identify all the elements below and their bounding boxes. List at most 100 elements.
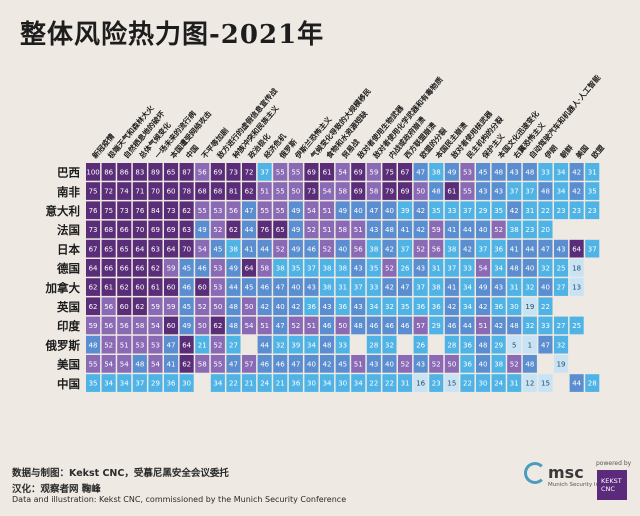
heatmap-cell: 62	[179, 355, 194, 373]
heatmap-cell: 22	[366, 374, 381, 392]
heatmap-cell: 48	[476, 335, 491, 354]
heatmap-cell: 62	[86, 297, 101, 316]
heatmap-cell-value: 78	[182, 188, 191, 196]
heatmap-cell-value: 43	[369, 360, 378, 368]
heatmap-cell-value: 47	[401, 284, 410, 292]
heatmap-cell-fill	[195, 239, 210, 258]
heatmap-cell-fill	[117, 220, 132, 239]
heatmap-cell-value: 48	[494, 168, 503, 176]
heatmap-cell-value: 22	[463, 380, 472, 388]
heatmap-cell-value: 42	[385, 284, 394, 292]
heatmap-cell-fill	[460, 163, 475, 181]
heatmap-cell-fill	[554, 239, 569, 258]
heatmap-cell-value: 54	[151, 322, 160, 330]
heatmap-cell: 47	[538, 335, 553, 354]
heatmap-cell-fill	[585, 297, 600, 316]
heatmap-cell: 28	[444, 335, 459, 354]
heatmap-cell-fill	[242, 374, 257, 392]
heatmap-cell: 48	[132, 355, 147, 373]
heatmap-cell-fill	[382, 278, 397, 296]
heatmap-cell: 48	[507, 259, 522, 277]
heatmap-cell-fill	[522, 182, 537, 200]
heatmap-cell: 50	[288, 182, 303, 200]
heatmap-cell-fill	[320, 182, 335, 200]
heatmap-cell-value: 48	[510, 264, 519, 272]
heatmap-cell-value: 45	[338, 360, 347, 368]
heatmap-cell: 42	[413, 201, 428, 220]
heatmap-cell: 34	[366, 297, 381, 316]
heatmap-cell-value: 66	[120, 226, 129, 234]
heatmap-cell: 22	[460, 374, 475, 392]
heatmap-cell-fill	[164, 201, 179, 220]
heatmap-cell-value: 46	[198, 264, 207, 272]
heatmap-cell-value: 33	[541, 322, 550, 330]
heatmap-cell-value: 65	[120, 245, 129, 253]
data-credit-english: Data and illustration: Kekst CNC, commis…	[12, 495, 347, 504]
heatmap-cell-value: 53	[151, 341, 160, 349]
heatmap-cell-fill	[304, 239, 319, 258]
heatmap-cell-value: 5	[512, 341, 516, 349]
heatmap-cell-value: 33	[369, 284, 378, 292]
heatmap-cell-value: 40	[479, 360, 488, 368]
heatmap-cell: 49	[476, 278, 491, 296]
heatmap-cell-fill	[320, 297, 335, 316]
heatmap-cell-fill	[382, 259, 397, 277]
row-label: 德国	[56, 262, 80, 276]
heatmap-cell: 55	[257, 201, 272, 220]
heatmap-cell-value: 43	[369, 226, 378, 234]
heatmap-cell: 34	[554, 163, 569, 181]
heatmap-cell-value: 34	[354, 380, 363, 388]
heatmap-cell-fill	[491, 201, 506, 220]
heatmap-cell-value: 48	[525, 360, 534, 368]
heatmap-cell-value: 37	[510, 188, 519, 196]
heatmap-cell	[585, 220, 600, 239]
heatmap-cell-fill	[476, 316, 491, 335]
heatmap-cell: 61	[320, 163, 335, 181]
heatmap-cell-value: 44	[572, 380, 581, 388]
heatmap-cell-value: 52	[494, 226, 503, 234]
heatmap-cell: 29	[148, 374, 163, 392]
heatmap-cell-value: 62	[89, 303, 98, 311]
heatmap-cell-value: 75	[89, 188, 98, 196]
heatmap-cell	[554, 297, 569, 316]
heatmap-cell: 32	[522, 316, 537, 335]
heatmap-cell: 44	[257, 239, 272, 258]
heatmap-cell: 58	[335, 220, 350, 239]
heatmap-cell: 42	[413, 220, 428, 239]
heatmap-cell-fill	[101, 278, 116, 296]
heatmap-cell-value: 38	[276, 264, 285, 272]
heatmap-cell-fill	[148, 163, 163, 181]
heatmap-cell-value: 65	[104, 245, 113, 253]
heatmap-cell: 43	[351, 297, 366, 316]
heatmap-cell-value: 43	[416, 360, 425, 368]
heatmap-cell: 16	[413, 374, 428, 392]
heatmap-cell	[398, 335, 413, 354]
heatmap-cell: 31	[507, 278, 522, 296]
heatmap-cell: 53	[210, 259, 225, 277]
heatmap-cell-fill	[554, 163, 569, 181]
heatmap-cell-value: 84	[151, 207, 160, 215]
heatmap-cell-fill	[273, 335, 288, 354]
heatmap-cell-value: 50	[416, 188, 425, 196]
heatmap-cell-value: 36	[463, 341, 472, 349]
heatmap-cell: 75	[382, 163, 397, 181]
heatmap-cell: 50	[413, 182, 428, 200]
row-label: 巴西	[57, 166, 80, 180]
heatmap-cell-fill	[288, 182, 303, 200]
heatmap-cell-fill	[460, 355, 475, 373]
heatmap-cell-value: 46	[182, 284, 191, 292]
heatmap-cell-fill	[522, 297, 537, 316]
heatmap-cell: 52	[398, 355, 413, 373]
heatmap-cell: 37	[585, 239, 600, 258]
heatmap-cell: 35	[398, 297, 413, 316]
heatmap-cell-value: 49	[447, 168, 456, 176]
heatmap-cell-fill	[413, 316, 428, 335]
heatmap-cell-value: 48	[229, 303, 238, 311]
heatmap-cell: 38	[491, 355, 506, 373]
heatmap-cell-fill	[398, 278, 413, 296]
heatmap-cell: 47	[273, 316, 288, 335]
heatmap-cell-fill	[507, 355, 522, 373]
heatmap-cell: 23	[522, 220, 537, 239]
heatmap-cell-value: 83	[135, 168, 144, 176]
heatmap-cell: 45	[242, 278, 257, 296]
